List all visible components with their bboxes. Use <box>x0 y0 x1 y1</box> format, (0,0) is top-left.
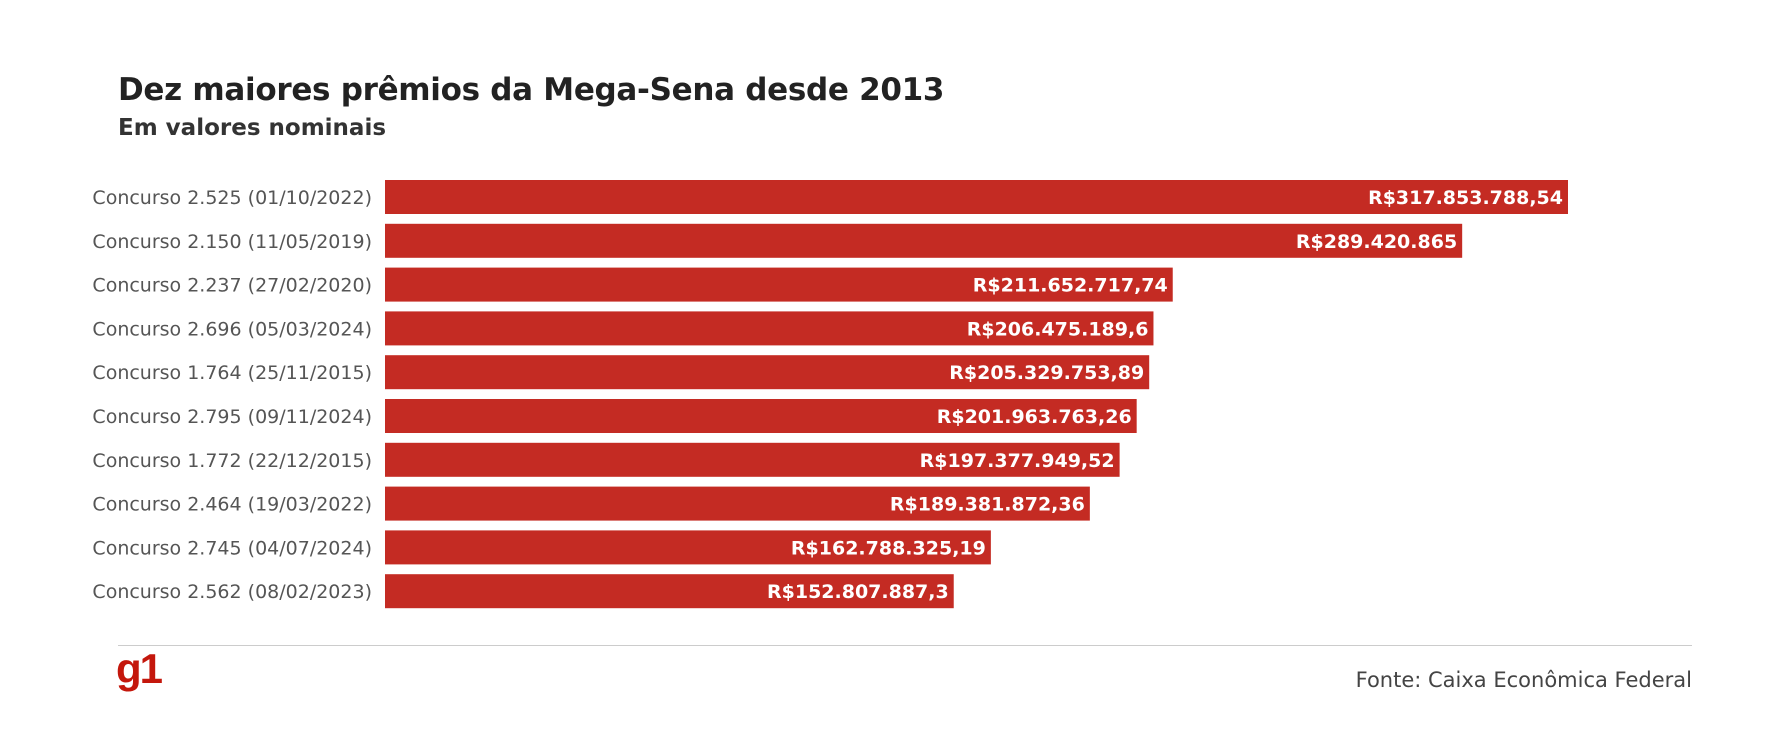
bar <box>385 530 991 565</box>
bar-row: Concurso 1.764 (25/11/2015) R$205.329.753… <box>92 355 1150 390</box>
category-label: Concurso 2.237 (27/02/2020) <box>92 275 372 297</box>
footer-divider <box>118 645 1692 646</box>
category-label: Concurso 1.764 (25/11/2015) <box>92 362 372 384</box>
category-label: Concurso 2.745 (04/07/2024) <box>92 537 372 559</box>
bar-row: Concurso 2.795 (09/11/2024) R$201.963.763… <box>92 399 1137 433</box>
bar <box>385 223 1463 258</box>
bar-row: Concurso 2.745 (04/07/2024) R$162.788.325… <box>92 530 991 565</box>
value-label: R$152.807.887,3 <box>767 581 949 603</box>
bar-row: Concurso 2.562 (08/02/2023) R$152.807.887… <box>92 574 954 609</box>
value-label: R$189.381.872,36 <box>890 494 1085 516</box>
bar <box>385 267 1173 302</box>
value-label: R$197.377.949,52 <box>920 450 1115 472</box>
bar <box>385 399 1137 433</box>
bar-row: Concurso 2.464 (19/03/2022) R$189.381.872… <box>92 486 1090 521</box>
bar <box>385 311 1154 346</box>
category-label: Concurso 2.150 (11/05/2019) <box>92 231 372 253</box>
bar-row: Concurso 2.696 (05/03/2024) R$206.475.189… <box>92 311 1154 346</box>
bar <box>385 486 1090 521</box>
bar <box>385 180 1568 214</box>
bar-row: Concurso 2.525 (01/10/2022) R$317.853.788… <box>92 180 1568 214</box>
source-note: Fonte: Caixa Econômica Federal <box>1355 668 1692 692</box>
value-label: R$211.652.717,74 <box>973 275 1168 297</box>
value-label: R$206.475.189,6 <box>967 318 1149 340</box>
bar-row: Concurso 1.772 (22/12/2015) R$197.377.949… <box>92 442 1120 477</box>
bar <box>385 442 1120 477</box>
category-label: Concurso 1.772 (22/12/2015) <box>92 450 372 472</box>
category-label: Concurso 2.525 (01/10/2022) <box>92 187 372 209</box>
category-label: Concurso 2.795 (09/11/2024) <box>92 406 372 428</box>
value-label: R$205.329.753,89 <box>949 362 1144 384</box>
bar <box>385 355 1150 390</box>
bar-row: Concurso 2.237 (27/02/2020) R$211.652.717… <box>92 267 1173 302</box>
chart-subtitle: Em valores nominais <box>118 115 387 141</box>
chart-title: Dez maiores prêmios da Mega-Sena desde 2… <box>118 72 945 108</box>
bar <box>385 574 954 609</box>
g1-logo: g1 <box>116 645 163 692</box>
value-label: R$162.788.325,19 <box>791 537 986 559</box>
value-label: R$201.963.763,26 <box>937 406 1132 428</box>
bar-row: Concurso 2.150 (11/05/2019) R$289.420.865 <box>92 223 1463 258</box>
bar-chart: Concurso 2.525 (01/10/2022) R$317.853.788… <box>92 180 1568 609</box>
category-label: Concurso 2.562 (08/02/2023) <box>92 581 372 603</box>
value-label: R$317.853.788,54 <box>1368 187 1563 209</box>
category-label: Concurso 2.464 (19/03/2022) <box>92 494 372 516</box>
value-label: R$289.420.865 <box>1296 231 1457 253</box>
category-label: Concurso 2.696 (05/03/2024) <box>92 318 372 340</box>
